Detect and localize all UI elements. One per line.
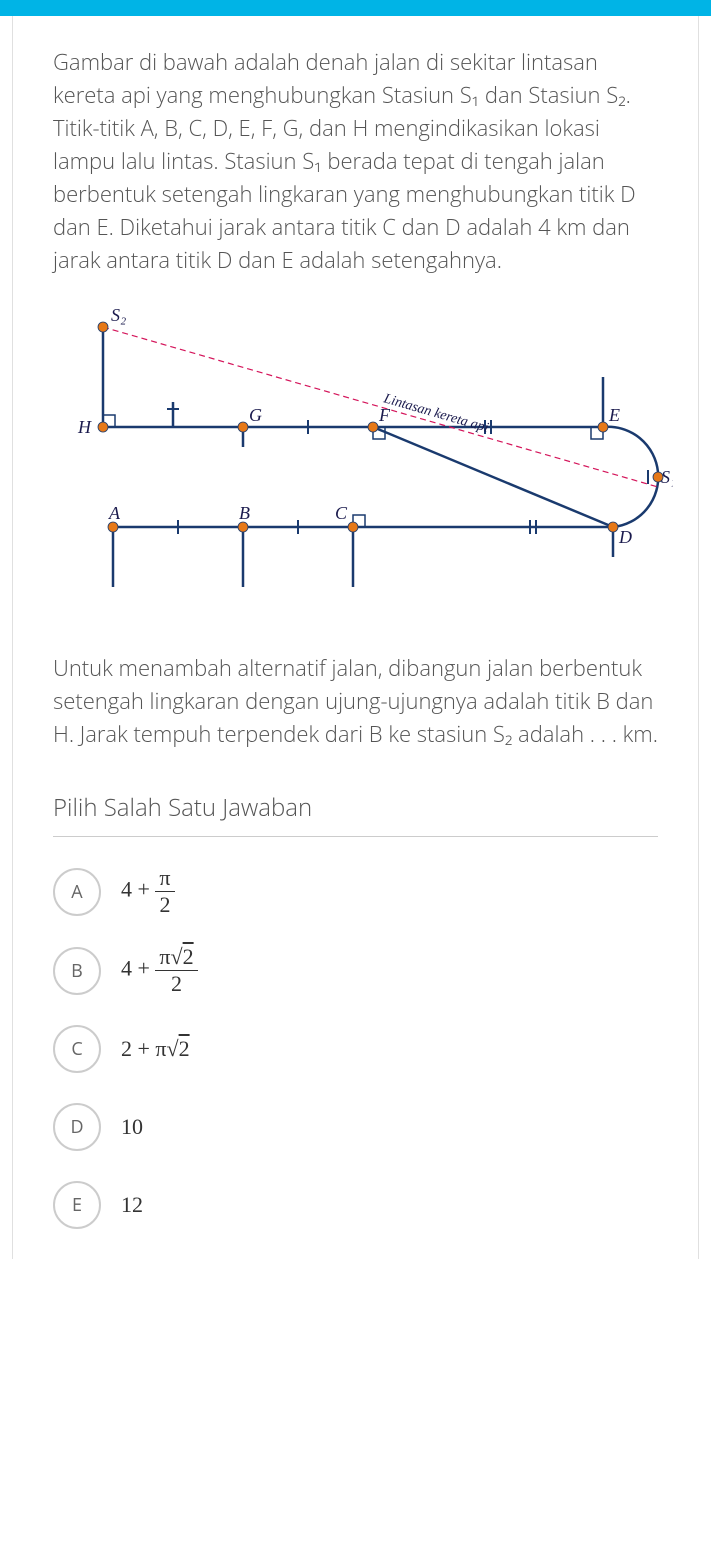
svg-text:S₁: S₁ xyxy=(661,467,673,487)
option-letter-D: D xyxy=(53,1103,101,1151)
option-letter-C: C xyxy=(53,1025,101,1073)
svg-text:D: D xyxy=(618,527,632,547)
svg-text:S₂: S₂ xyxy=(111,305,126,325)
svg-text:G: G xyxy=(249,405,262,425)
diagram-svg: S₂ H G F E A B C D S₁ Lintasan kereta api xyxy=(53,297,673,617)
option-B[interactable]: B 4 + π√22 xyxy=(53,946,658,995)
answer-options-list: A 4 + π2 B 4 + π√22 C 2 + π√2 D 10 E 12 xyxy=(53,867,658,1229)
svg-text:H: H xyxy=(77,417,92,437)
question-paragraph-1: Gambar di bawah adalah denah jalan di se… xyxy=(53,46,658,277)
option-text-A: 4 + π2 xyxy=(121,867,175,916)
svg-text:E: E xyxy=(608,405,620,425)
svg-text:A: A xyxy=(108,503,121,523)
option-A[interactable]: A 4 + π2 xyxy=(53,867,658,916)
road-diagram: S₂HGFEABCDS₁Lintasan kereta api xyxy=(53,297,658,622)
svg-text:Lintasan kereta api: Lintasan kereta api xyxy=(381,391,490,436)
svg-text:F: F xyxy=(378,405,391,425)
svg-text:B: B xyxy=(239,503,250,523)
svg-text:C: C xyxy=(335,503,348,523)
option-letter-A: A xyxy=(53,868,101,916)
option-E[interactable]: E 12 xyxy=(53,1181,658,1229)
option-D[interactable]: D 10 xyxy=(53,1103,658,1151)
option-text-E: 12 xyxy=(121,1192,143,1218)
question-paragraph-2: Untuk menambah alternatif jalan, dibangu… xyxy=(53,652,658,751)
answer-section-header: Pilih Salah Satu Jawaban xyxy=(53,791,658,837)
option-text-B: 4 + π√22 xyxy=(121,946,198,995)
option-C[interactable]: C 2 + π√2 xyxy=(53,1025,658,1073)
option-text-D: 10 xyxy=(121,1114,143,1140)
option-text-C: 2 + π√2 xyxy=(121,1036,190,1062)
content-area: Gambar di bawah adalah denah jalan di se… xyxy=(12,16,699,1259)
option-letter-B: B xyxy=(53,947,101,995)
top-accent-bar xyxy=(0,0,711,16)
option-letter-E: E xyxy=(53,1181,101,1229)
